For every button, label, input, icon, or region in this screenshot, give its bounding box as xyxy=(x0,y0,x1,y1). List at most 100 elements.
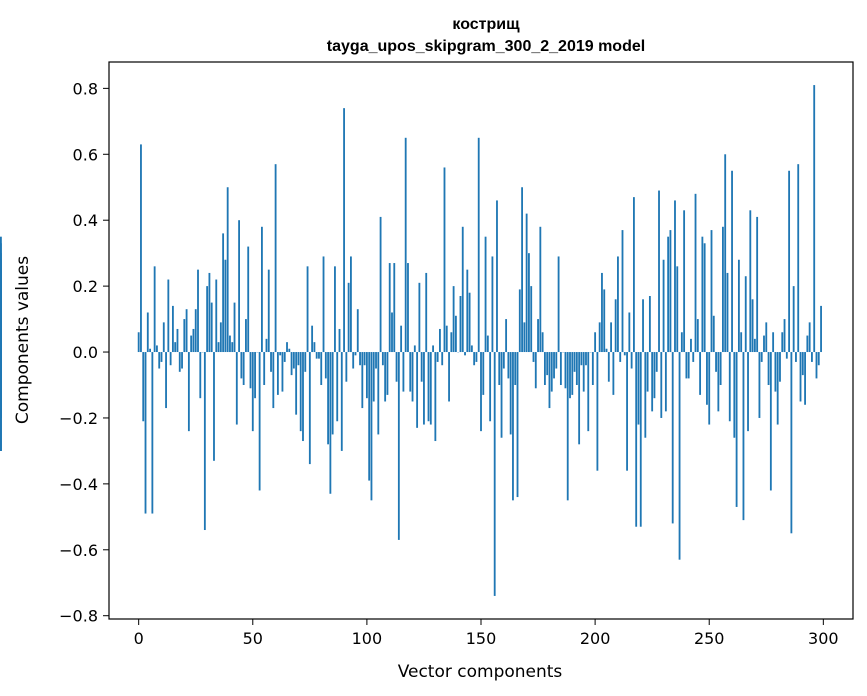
bar-292 xyxy=(804,352,806,405)
bar-15 xyxy=(171,305,174,353)
bar-290 xyxy=(799,352,802,402)
bar-5 xyxy=(149,348,151,353)
bar-286 xyxy=(790,352,793,534)
bar-203 xyxy=(601,272,603,353)
bar-232 xyxy=(667,236,670,353)
bar-104 xyxy=(375,352,377,369)
bar-2 xyxy=(142,352,145,422)
bar-239 xyxy=(683,210,686,353)
bar-70 xyxy=(297,352,300,366)
bar-142 xyxy=(461,226,464,353)
bar-64 xyxy=(283,352,286,362)
bar-277 xyxy=(769,352,772,491)
bar-298 xyxy=(817,352,820,366)
bar-66 xyxy=(288,348,291,353)
bar-178 xyxy=(543,352,546,385)
bar-223 xyxy=(646,352,649,392)
bar-171 xyxy=(528,253,530,353)
bar-156 xyxy=(493,352,496,596)
bar-299 xyxy=(820,305,822,353)
bar-126 xyxy=(425,272,428,353)
bar-160 xyxy=(502,352,505,369)
bar-6 xyxy=(151,352,154,514)
bar-57 xyxy=(267,269,270,353)
bar-4 xyxy=(146,312,149,353)
bar-182 xyxy=(553,352,555,379)
bar-216 xyxy=(630,352,633,369)
bar-263 xyxy=(737,259,740,353)
bar-92 xyxy=(347,282,350,353)
bar-297 xyxy=(815,352,818,379)
chart-subtitle: tayga_upos_skipgram_300_2_2019 model xyxy=(327,38,645,55)
bar-9 xyxy=(158,352,161,369)
bar-199 xyxy=(591,352,594,385)
bar-81 xyxy=(322,256,325,353)
bar-127 xyxy=(427,352,430,422)
bar-46 xyxy=(242,352,245,385)
bar-55 xyxy=(263,352,266,385)
bar-90 xyxy=(343,108,345,353)
bar-244 xyxy=(694,193,697,353)
bar-112 xyxy=(393,263,396,353)
bar-101 xyxy=(368,352,371,481)
bars-group xyxy=(0,85,822,596)
bar-102 xyxy=(370,352,373,501)
bar-43 xyxy=(235,352,238,425)
bar-0 xyxy=(137,332,140,353)
bar-262 xyxy=(735,352,738,507)
bar-235 xyxy=(674,200,676,353)
bar-31 xyxy=(208,272,211,353)
bar-258 xyxy=(726,272,729,353)
bar-187 xyxy=(564,352,567,389)
bar-196 xyxy=(585,352,587,366)
x-axis-label: Vector components xyxy=(398,662,563,682)
bar-174 xyxy=(534,352,537,389)
bar-162 xyxy=(507,352,510,379)
bar-238 xyxy=(680,332,683,353)
bar-146 xyxy=(470,345,473,353)
bar-240 xyxy=(685,352,688,379)
bar-184 xyxy=(557,256,560,353)
bar-225 xyxy=(651,352,654,412)
bar-3 xyxy=(144,352,147,514)
bar-44 xyxy=(238,220,240,353)
bar-85 xyxy=(331,352,334,435)
bar-241 xyxy=(687,352,690,379)
bar-14 xyxy=(169,352,172,366)
bar-37 xyxy=(222,233,225,353)
bar-157 xyxy=(496,200,498,353)
bar-276 xyxy=(767,352,770,385)
bar-167 xyxy=(518,289,521,353)
bar-163 xyxy=(509,352,512,435)
bar-243 xyxy=(692,352,695,362)
bar-164 xyxy=(512,352,514,501)
bar-249 xyxy=(706,352,708,405)
bar-270 xyxy=(753,338,756,353)
bar-114 xyxy=(397,352,400,540)
bar-147 xyxy=(473,352,476,366)
bar-284 xyxy=(785,352,788,359)
bar-119 xyxy=(409,352,412,392)
bar-278 xyxy=(772,332,775,353)
bar-11 xyxy=(162,322,165,353)
bar-179 xyxy=(546,352,549,376)
bar-256 xyxy=(722,226,724,353)
bar-288 xyxy=(795,352,797,362)
bar-26 xyxy=(197,269,199,353)
bar-27 xyxy=(199,352,202,399)
bar-62 xyxy=(279,352,282,356)
bar-211 xyxy=(619,352,622,362)
bar-111 xyxy=(391,312,393,353)
bar-79 xyxy=(318,352,320,359)
bar-280 xyxy=(776,352,779,425)
bar-257 xyxy=(724,154,727,353)
bar-131 xyxy=(436,352,439,362)
bar-97 xyxy=(359,352,361,366)
bar-39 xyxy=(226,187,229,353)
bar-210 xyxy=(617,256,619,353)
bar-154 xyxy=(489,352,492,422)
bar-295 xyxy=(811,352,813,362)
bar-109 xyxy=(386,352,389,395)
bar-145 xyxy=(468,292,471,353)
bar-134 xyxy=(443,167,446,353)
